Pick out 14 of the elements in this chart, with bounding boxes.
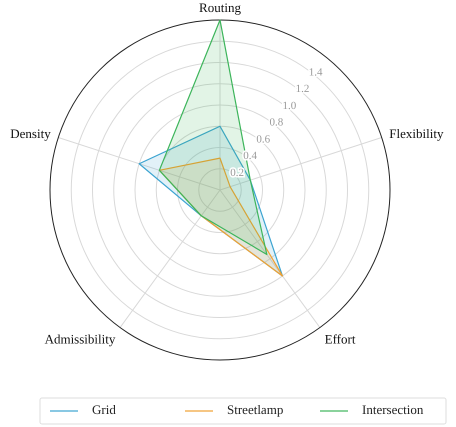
- spoke-label: Density: [10, 126, 52, 141]
- legend-label: Streetlamp: [227, 402, 284, 417]
- y-tick-label: 1.0: [282, 100, 297, 112]
- spoke-label: Admissibility: [44, 332, 116, 347]
- legend-label: Intersection: [362, 402, 424, 417]
- legend-label: Grid: [92, 402, 116, 417]
- spoke-label: Routing: [199, 0, 242, 15]
- spoke-label: Flexibility: [389, 126, 444, 141]
- y-tick-label: 0.8: [269, 116, 284, 129]
- y-tick-label: 1.4: [308, 66, 323, 78]
- y-tick-label: 0.2: [230, 166, 244, 179]
- spoke-label: Effort: [324, 332, 356, 347]
- y-tick-label: 0.6: [256, 133, 271, 146]
- y-tick-label: 1.2: [296, 83, 310, 96]
